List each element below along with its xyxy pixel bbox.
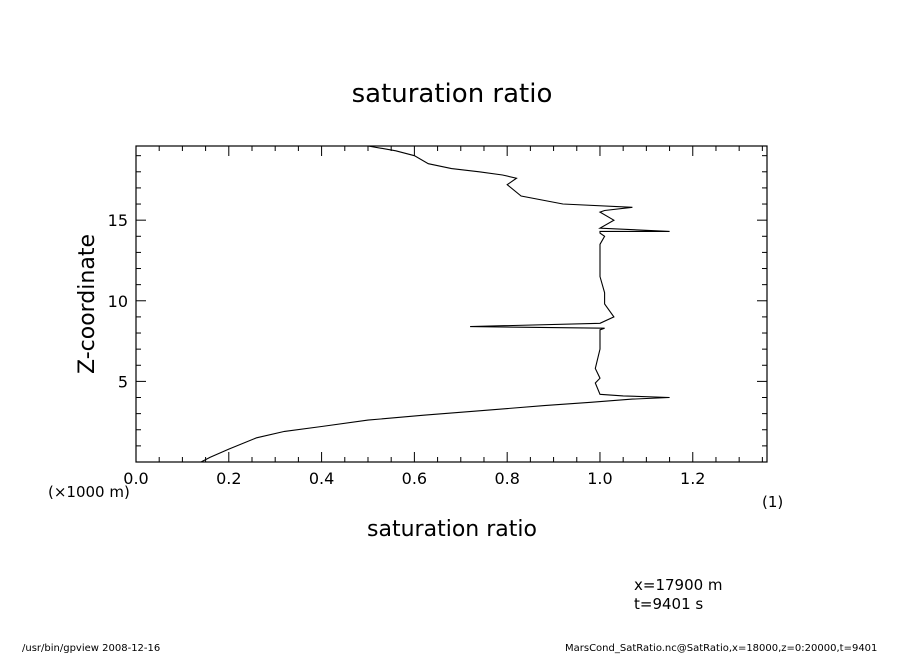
series-line-saturation-ratio — [200, 145, 670, 463]
x-tick-label: 0.0 — [123, 469, 148, 488]
y-axis-label: Z-coordinate — [75, 234, 100, 374]
tick-marks — [135, 146, 767, 463]
y-tick-label: 15 — [108, 211, 128, 230]
x-tick-label: 1.2 — [680, 469, 705, 488]
y-unit-label: (×1000 m) — [48, 483, 130, 501]
x-unit-label: (1) — [762, 493, 783, 511]
x-tick-label: 0.8 — [494, 469, 519, 488]
time-annotation: t=9401 s — [634, 595, 703, 613]
x-axis-label: saturation ratio — [367, 517, 537, 542]
x-tick-label: 0.6 — [402, 469, 427, 488]
x-tick-label: 0.2 — [216, 469, 241, 488]
x-tick-label: 0.4 — [309, 469, 334, 488]
y-tick-labels: 5 10 15 — [108, 211, 128, 391]
y-tick-label: 10 — [108, 292, 128, 311]
x-tick-label: 1.0 — [587, 469, 612, 488]
x-tick-labels: 0.0 0.2 0.4 0.6 0.8 1.0 1.2 — [123, 469, 705, 488]
chart-title: saturation ratio — [352, 79, 553, 109]
footer-left: /usr/bin/gpview 2008-12-16 — [22, 643, 160, 654]
footer-right: MarsCond_SatRatio.nc@SatRatio,x=18000,z=… — [565, 643, 877, 654]
plot-frame — [135, 145, 768, 463]
y-tick-label: 5 — [118, 372, 128, 391]
x-coordinate-annotation: x=17900 m — [634, 576, 723, 594]
